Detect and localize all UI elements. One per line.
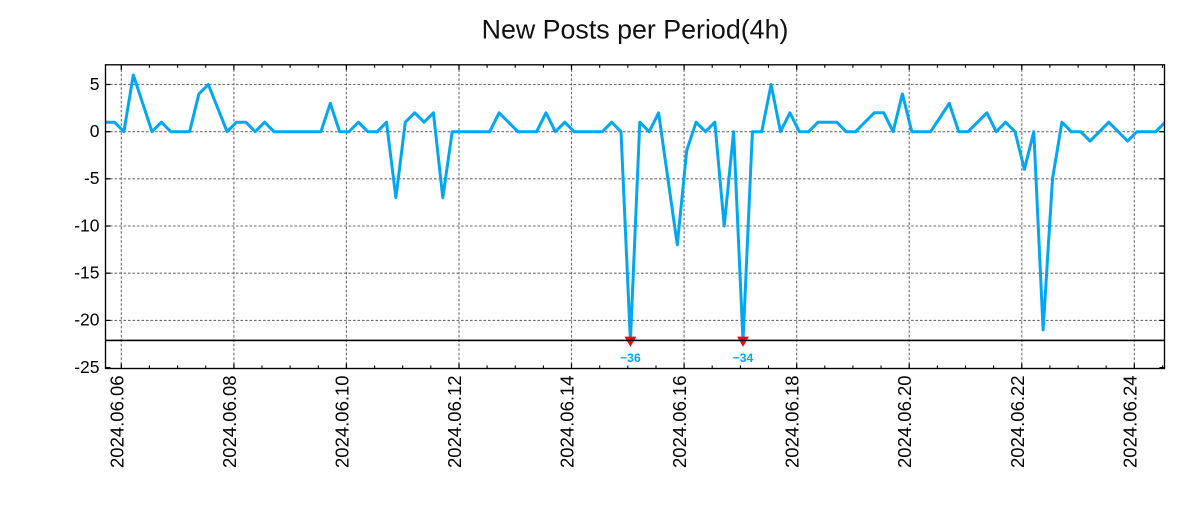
svg-text:2024.06.08: 2024.06.08 bbox=[219, 375, 240, 468]
svg-text:-15: -15 bbox=[74, 263, 99, 283]
svg-text:-25: -25 bbox=[74, 357, 99, 377]
svg-text:2024.06.10: 2024.06.10 bbox=[331, 375, 352, 468]
svg-text:2024.06.18: 2024.06.18 bbox=[782, 375, 803, 468]
svg-text:2024.06.24: 2024.06.24 bbox=[1119, 375, 1140, 468]
svg-text:2024.06.06: 2024.06.06 bbox=[106, 375, 127, 468]
svg-text:2024.06.22: 2024.06.22 bbox=[1007, 375, 1028, 468]
svg-text:2024.06.12: 2024.06.12 bbox=[444, 375, 465, 468]
svg-text:−34: −34 bbox=[733, 351, 754, 365]
svg-text:2024.06.20: 2024.06.20 bbox=[894, 375, 915, 468]
svg-text:-20: -20 bbox=[74, 310, 100, 330]
svg-text:2024.06.16: 2024.06.16 bbox=[669, 375, 690, 468]
svg-text:2024.06.14: 2024.06.14 bbox=[557, 375, 578, 468]
svg-text:0: 0 bbox=[90, 121, 100, 141]
svg-text:New Posts per Period(4h): New Posts per Period(4h) bbox=[482, 14, 789, 44]
svg-text:5: 5 bbox=[90, 74, 100, 94]
svg-text:-5: -5 bbox=[84, 168, 100, 188]
svg-text:-10: -10 bbox=[74, 215, 100, 235]
svg-text:−36: −36 bbox=[620, 351, 641, 365]
